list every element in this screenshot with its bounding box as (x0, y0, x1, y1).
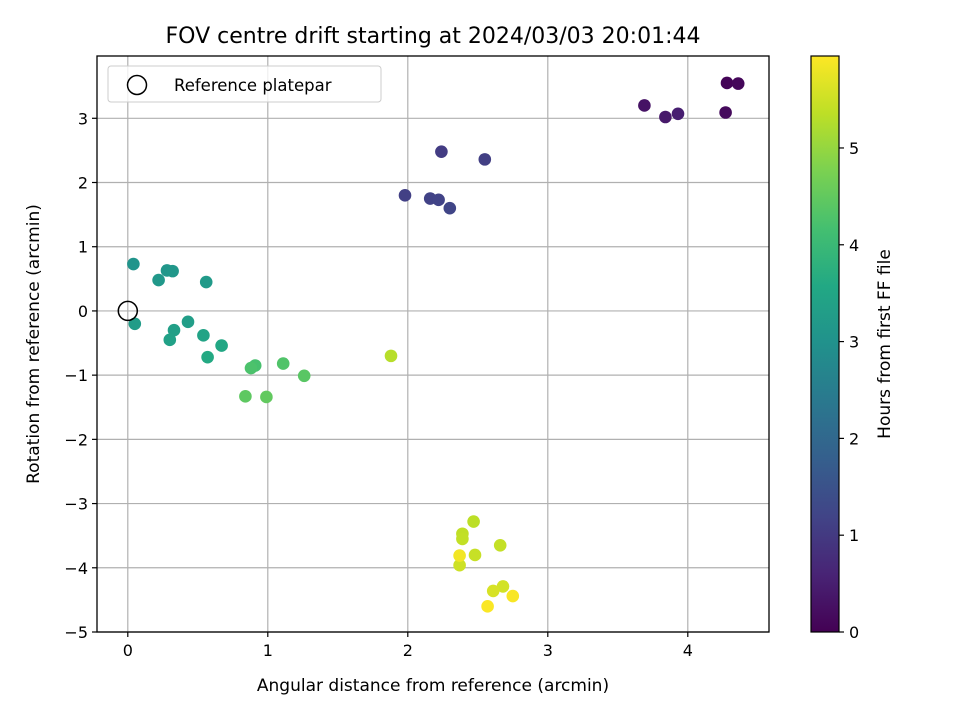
plot-frame (96, 55, 770, 633)
data-point (181, 315, 195, 329)
legend-reference-marker (126, 74, 148, 96)
data-point (152, 273, 165, 287)
data-point (127, 257, 140, 271)
data-point (201, 350, 214, 364)
data-point (478, 153, 492, 166)
y-tick-label: 2 (78, 174, 88, 193)
x-tick-label: 2 (403, 641, 413, 660)
reference-platepar-marker (117, 300, 139, 322)
data-point (486, 584, 500, 598)
data-point (244, 361, 258, 375)
colorbar-tick-label: 2 (849, 429, 859, 448)
data-point (260, 390, 273, 404)
y-tick-label: −3 (64, 495, 88, 514)
colorbar-ticks: 0 1 2 3 4 5 (839, 139, 859, 642)
data-point (496, 580, 510, 593)
data-point (443, 201, 457, 215)
colorbar-tick-label: 0 (849, 623, 859, 642)
legend-entry-reference: Reference platepar (174, 76, 332, 95)
y-tick-label: 3 (78, 109, 88, 128)
data-point (432, 193, 445, 207)
y-axis-label: Rotation from reference (arcmin) (24, 204, 44, 484)
x-tick-label: 4 (683, 641, 693, 660)
data-point (481, 600, 494, 613)
data-point (163, 333, 177, 347)
data-point (720, 76, 734, 90)
x-tick-label: 1 (263, 641, 273, 660)
data-point (719, 106, 732, 119)
data-point (199, 275, 213, 289)
colorbar-label: Hours from first FF file (875, 249, 895, 439)
x-tick-label: 3 (543, 641, 553, 660)
reference-marker-layer (117, 300, 139, 322)
y-tick-label: −2 (64, 430, 88, 449)
data-point (468, 548, 482, 562)
data-point (638, 99, 651, 112)
x-axis-ticks: 0 1 2 3 4 (123, 632, 693, 660)
legend: Reference platepar (107, 65, 382, 103)
data-point (215, 339, 228, 352)
y-tick-label: −5 (64, 623, 88, 642)
data-point (167, 323, 181, 337)
colorbar-gradient (810, 55, 840, 633)
data-point (453, 558, 466, 572)
data-point (197, 329, 210, 342)
data-point (493, 539, 507, 552)
y-tick-label: 1 (78, 238, 88, 257)
data-point (239, 390, 252, 403)
x-axis-label: Angular distance from reference (arcmin) (257, 676, 609, 696)
colorbar-tick-label: 3 (849, 333, 859, 352)
data-point (731, 77, 745, 90)
data-point (398, 189, 412, 202)
data-point (435, 145, 448, 158)
data-point (453, 549, 466, 562)
data-point (384, 349, 398, 363)
legend-box (107, 65, 382, 103)
data-point (297, 369, 311, 383)
grid (97, 56, 769, 633)
colorbar-tick-label: 1 (849, 526, 859, 545)
colorbar-tick-label: 4 (849, 236, 859, 255)
chart-title: FOV centre drift starting at 2024/03/03 … (166, 24, 701, 49)
x-tick-label: 0 (123, 641, 133, 660)
colorbar: 0 1 2 3 4 5 Hours from first FF file (810, 55, 895, 642)
y-tick-label: −4 (64, 559, 88, 578)
colorbar-tick-label: 5 (849, 139, 859, 158)
y-tick-label: 0 (78, 302, 88, 321)
data-point (659, 110, 672, 124)
y-axis-ticks: −5 −4 −3 −2 −1 0 1 2 3 (64, 109, 97, 642)
scatter-points (127, 76, 745, 613)
data-point (467, 515, 480, 528)
data-point (128, 317, 142, 331)
y-tick-label: −1 (64, 366, 88, 385)
data-point (166, 264, 179, 278)
data-point (276, 357, 290, 370)
data-point (456, 532, 469, 546)
data-point (506, 589, 520, 603)
data-point (671, 107, 685, 121)
